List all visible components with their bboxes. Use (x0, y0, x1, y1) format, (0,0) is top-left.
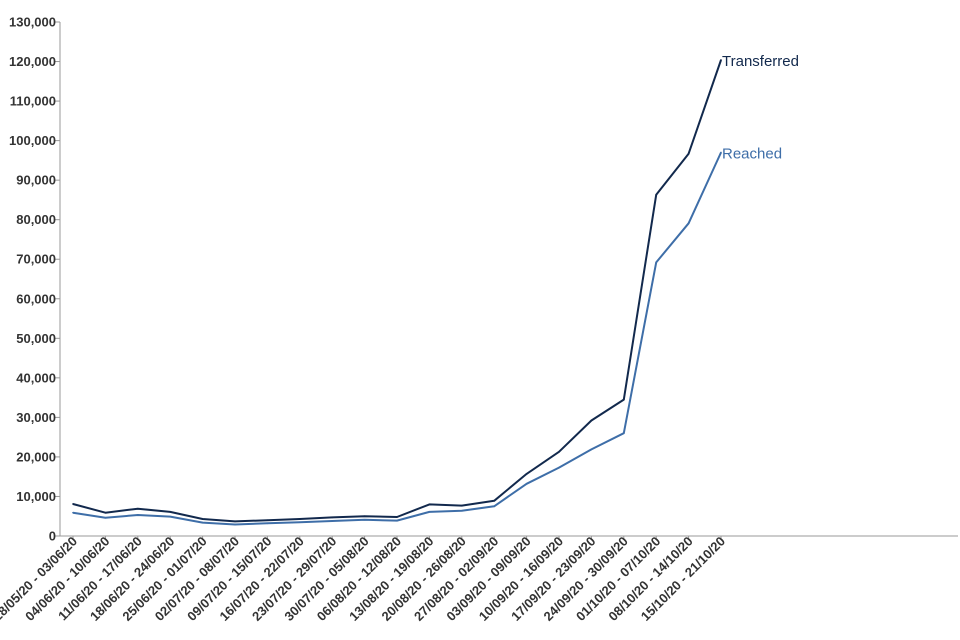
data-point (720, 59, 722, 61)
y-tick-label: 40,000 (16, 370, 56, 385)
data-point (461, 504, 463, 507)
y-tick-label: 60,000 (16, 291, 56, 306)
series-line-reached (72, 152, 722, 526)
data-point (655, 193, 657, 196)
data-point (493, 500, 496, 502)
data-point (201, 521, 204, 524)
y-tick-label: 130,000 (9, 15, 56, 30)
y-tick-label: 100,000 (9, 133, 56, 148)
data-point (72, 503, 74, 505)
data-point (687, 222, 690, 225)
data-point (72, 511, 74, 514)
data-point (623, 398, 625, 401)
data-point (266, 522, 269, 525)
data-point (331, 516, 334, 519)
data-point (169, 511, 171, 513)
data-point (493, 505, 496, 508)
data-point (201, 518, 204, 520)
data-point (266, 519, 269, 521)
y-axis-ticks: 0 10,000 20,000 30,000 40,000 50,000 60,000 70,… (9, 15, 60, 544)
data-point (137, 514, 139, 516)
y-tick-label: 20,000 (16, 449, 56, 464)
y-tick-label: 0 (49, 529, 56, 544)
data-point (169, 515, 171, 518)
data-point (461, 509, 463, 512)
data-point (720, 151, 722, 154)
y-tick-label: 70,000 (16, 252, 56, 267)
data-point (137, 507, 139, 510)
y-tick-label: 80,000 (16, 212, 56, 227)
data-point (590, 419, 593, 422)
series-label-transferred: Transferred (722, 53, 799, 70)
data-point (234, 520, 236, 523)
data-point (558, 466, 560, 469)
series-label-reached: Reached (722, 145, 782, 162)
y-tick-label: 50,000 (16, 331, 56, 346)
data-point (428, 503, 431, 506)
data-point (558, 450, 560, 453)
data-point (655, 261, 657, 264)
data-point (396, 516, 398, 518)
y-tick-label: 30,000 (16, 410, 56, 425)
data-point (623, 432, 625, 435)
data-point (363, 515, 366, 518)
series-line-transferred (72, 59, 722, 523)
data-point (396, 519, 398, 522)
data-point (331, 520, 334, 522)
data-point (525, 473, 528, 475)
data-point (104, 517, 107, 519)
data-point (299, 521, 301, 523)
y-tick-label: 10,000 (16, 489, 56, 504)
data-point (428, 511, 431, 513)
data-point (363, 518, 366, 521)
y-tick-label: 120,000 (9, 54, 56, 69)
data-point (299, 518, 301, 520)
data-point (234, 523, 236, 526)
data-point (687, 152, 690, 155)
data-point (525, 483, 528, 485)
series-lines: Transferred Reached (72, 53, 799, 526)
y-tick-label: 110,000 (10, 94, 56, 109)
y-tick-label: 90,000 (16, 173, 56, 188)
data-point (104, 511, 107, 514)
data-point (590, 448, 593, 451)
